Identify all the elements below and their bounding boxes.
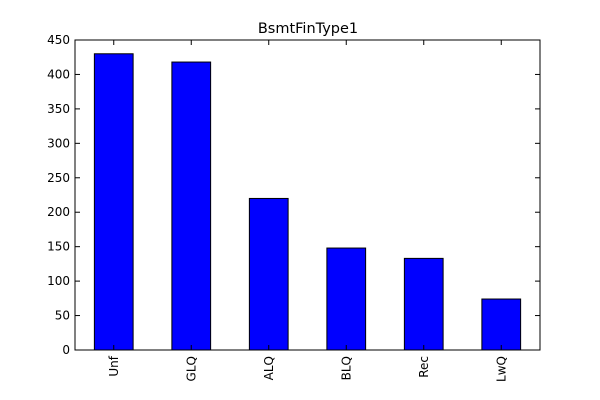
y-tick-label: 200: [47, 205, 70, 219]
bar-unf: [93, 53, 134, 351]
y-tick-label: 100: [47, 274, 70, 288]
x-tick-label-glq: GLQ: [184, 356, 198, 381]
y-tick-label: 300: [47, 136, 70, 150]
chart-title: BsmtFinType1: [258, 21, 358, 37]
y-tick-label: 50: [55, 309, 70, 323]
bar-rec: [403, 257, 444, 351]
bars-layer: [93, 53, 522, 351]
y-tick-label: 350: [47, 102, 70, 116]
bar-glq: [171, 61, 212, 351]
y-tick-label: 450: [47, 33, 70, 47]
y-tick-label: 250: [47, 171, 70, 185]
y-tick-label: 0: [62, 343, 70, 357]
x-tick-label-unf: Unf: [107, 355, 121, 376]
bar-alq: [248, 197, 289, 351]
axes-layer: [74, 39, 541, 351]
x-tick-label-alq: ALQ: [262, 356, 276, 380]
x-tick-label-lwq: LwQ: [494, 356, 508, 382]
x-tick-label-rec: Rec: [417, 356, 431, 378]
y-tick-label: 400: [47, 67, 70, 81]
bar-lwq: [481, 298, 522, 351]
plot-frame: [74, 39, 541, 351]
labels-layer: 0 50 100 150 200 250 300 350 400 450 Unf GLQ ALQ BLQ R…: [47, 33, 508, 382]
y-tick-label: 150: [47, 240, 70, 254]
bar-blq: [326, 247, 367, 351]
x-tick-label-blq: BLQ: [339, 356, 353, 380]
